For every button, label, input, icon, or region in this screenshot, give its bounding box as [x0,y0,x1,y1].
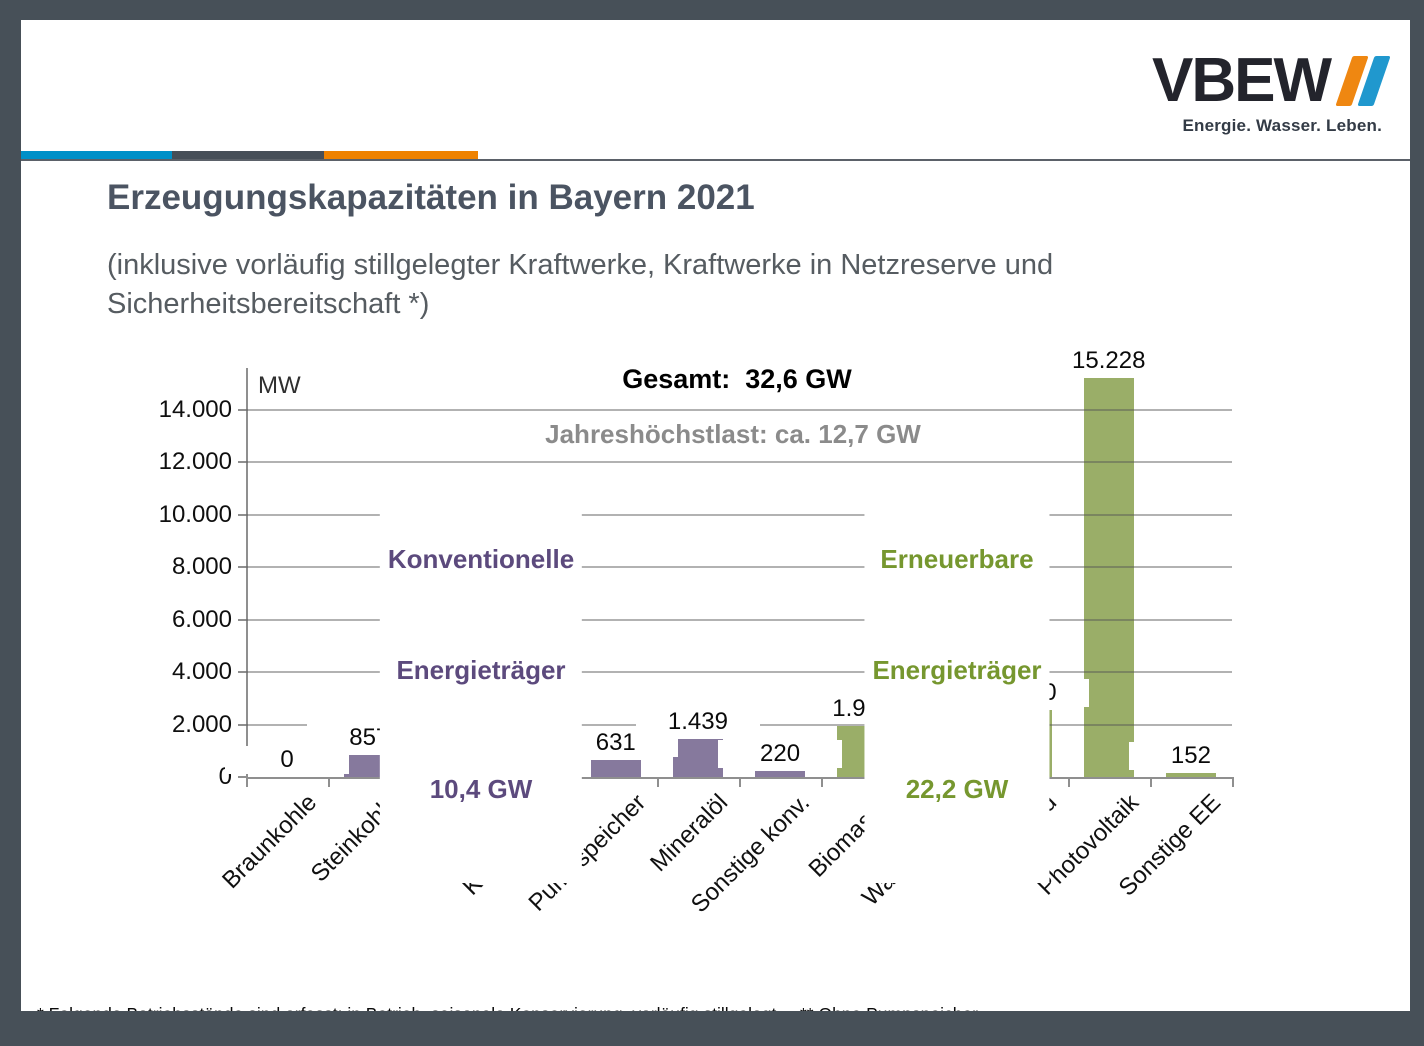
bar-value-label: 1.439 [635,708,760,736]
y-axis-tick [238,776,246,778]
y-axis-tick [238,566,246,569]
footnote-betriebsstaende: * Folgende Betriebsstände sind erfasst: … [37,954,781,1011]
x-axis-tick [1067,779,1070,787]
page-subtitle: (inklusive vorläufig stillgelegter Kraft… [107,246,1053,324]
chart-bar [1165,773,1216,777]
footnote-quellen: Quellen: BNetzA Monitoringbericht 2021, … [1037,956,1410,1011]
accent-segment-dark [172,151,324,161]
annotation-erneuerbare-line1: Erneuerbare [880,544,1034,574]
x-axis-tick [739,779,741,787]
y-axis-tick [238,618,246,621]
x-axis-line [246,777,1234,779]
page-title: Erzeugungskapazitäten in Bayern 2021 [107,178,755,217]
x-axis-tick [1232,779,1234,787]
logo-row: VBEW [1152,46,1391,115]
slide-content: VBEW Energie. Wasser. Leben. Erzeugungsk… [21,20,1410,1011]
gridline [246,513,1232,516]
y-axis-label: 8.000 [171,553,232,581]
gridline [246,618,1232,621]
chart-bar [672,739,723,777]
plot-area: 0 2.000 4.000 6.000 8.000 10.000 12.000 14.000 M… [21,20,1410,1011]
annotation-konventionelle-line2: Energieträger [396,655,566,685]
y-axis-label: 12.000 [158,448,232,476]
x-axis-category-label: Sonstige EE [1113,789,1226,902]
chart-bar [590,760,641,777]
bar-value-label: 152 [1128,742,1253,770]
gridline [246,566,1232,569]
y-axis-label: 10.000 [158,500,232,528]
x-axis-tick [328,779,331,787]
footnote-quellen-line1: Quellen: BNetzA Monitoringbericht 2021, … [1037,1010,1410,1011]
x-axis-tick [1149,779,1152,787]
y-axis-unit-label: MW [258,372,301,399]
chart-bar [1083,378,1134,777]
y-axis-tick [238,513,246,516]
x-axis-tick [246,779,248,787]
annotation-konventionelle-value: 10,4 GW [429,774,533,804]
bar-value-label: 0 [225,746,350,774]
header-divider [21,159,1410,161]
logo-tagline: Energie. Wasser. Leben. [1182,116,1382,135]
accent-bar [21,151,478,161]
annotation-gesamt: Gesamt: 32,6 GW [614,363,860,396]
annotation-konventionelle: Konventionelle Energieträger 10,4 GW [379,466,583,883]
chart-bar [755,771,806,777]
gridline [246,409,1232,411]
accent-segment-blue [21,151,172,161]
x-axis-tick [821,779,824,787]
annotation-jahreshoechstlast: Jahreshöchstlast: ca. 12,7 GW [537,418,929,451]
y-axis-label: 0 [218,763,232,790]
footnote-pumpspeicher: ** Ohne Pumpspeicher (Quelle: BLfU) [800,954,978,1011]
y-axis-label: 2.000 [171,710,232,738]
gridline [246,461,1232,464]
bar-value-label: 15.228 [1046,347,1171,375]
bar-value-label: 220 [718,740,843,768]
page-subtitle-line1: (inklusive vorläufig stillgelegter Kraft… [107,249,1054,281]
y-axis-label: 4.000 [171,658,232,686]
annotation-erneuerbare-line2: Energieträger [872,655,1042,685]
footnote-pumpspeicher-line1: ** Ohne Pumpspeicher [800,1002,978,1011]
vbew-logo: VBEW Energie. Wasser. Leben. [1152,46,1391,136]
logo-wordmark: VBEW [1152,46,1332,115]
x-axis-tick [656,779,659,787]
y-axis-label: 6.000 [171,605,232,633]
annotation-konventionelle-line1: Konventionelle [387,544,575,574]
y-axis-tick [238,461,246,464]
annotation-erneuerbare: Erneuerbare Energieträger 22,2 GW [864,466,1050,883]
y-axis-tick [238,409,246,411]
y-axis-tick [238,723,246,726]
gridline [246,671,1232,674]
y-axis-tick [238,671,246,674]
page-subtitle-line2: Sicherheitsbereitschaft *) [107,288,430,320]
accent-segment-orange [324,151,478,161]
y-axis-line [246,368,248,777]
footnote-betriebsstaende-line1: * Folgende Betriebsstände sind erfasst: … [37,1002,781,1011]
annotation-erneuerbare-value: 22,2 GW [905,774,1009,804]
y-axis-label: 14.000 [158,396,232,423]
